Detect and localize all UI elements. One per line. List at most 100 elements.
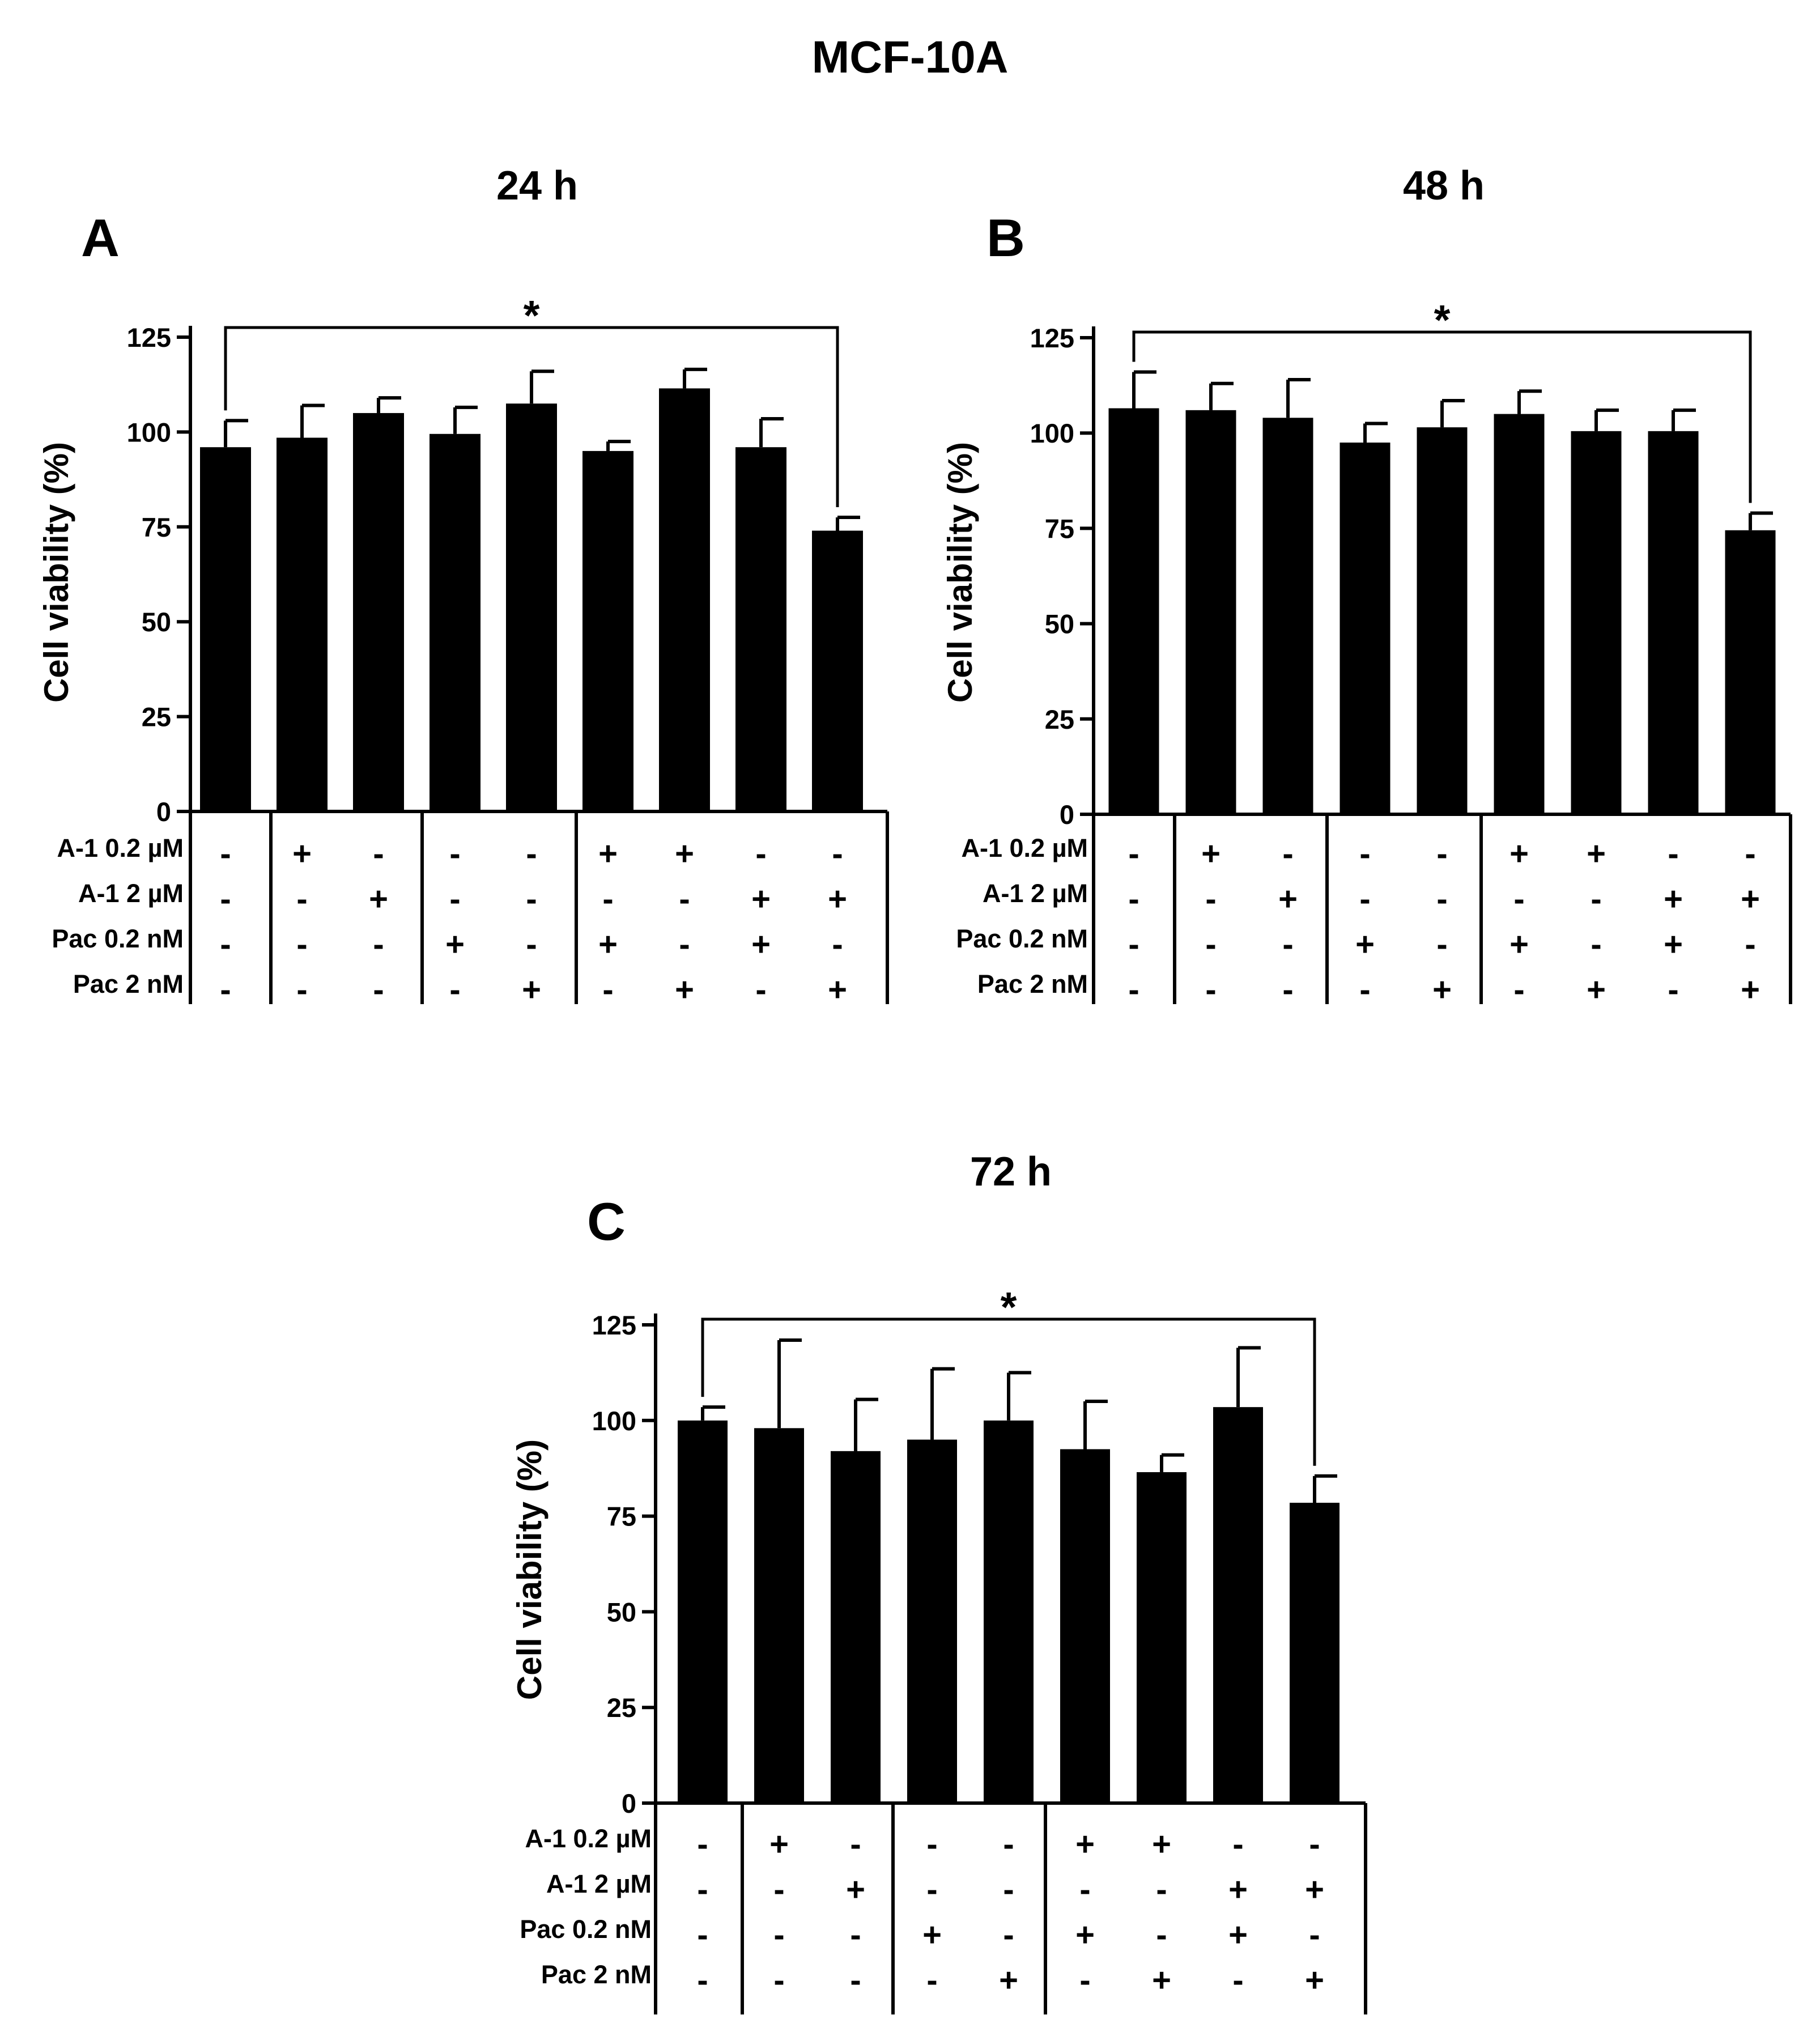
figure-title: MCF-10A [812,32,1009,82]
condition-mark: - [373,926,384,963]
condition-mark: - [926,1871,937,1908]
condition-mark: + [1509,926,1529,963]
bar [1571,431,1622,814]
condition-mark: - [1513,971,1524,1008]
y-tick-label: 125 [1030,323,1074,353]
panel-letter: A [81,208,120,267]
condition-mark: - [1282,835,1293,872]
bar [353,413,404,811]
condition-mark: - [1156,1916,1167,1953]
condition-mark: + [999,1962,1018,1999]
condition-mark: + [1664,881,1683,917]
condition-mark: + [1664,926,1683,963]
condition-mark: - [1079,1962,1090,1999]
condition-mark: - [526,926,537,963]
bar [582,450,633,811]
condition-mark: - [1359,971,1370,1008]
condition-mark: + [1305,1871,1324,1908]
condition-mark: - [926,1826,937,1863]
condition-mark: - [1745,835,1755,872]
condition-mark: + [1228,1916,1248,1953]
bar [831,1451,881,1803]
condition-mark: + [1152,1826,1171,1863]
condition-mark: + [522,971,541,1008]
condition-mark: + [828,971,847,1008]
bar [735,447,786,811]
condition-mark: - [373,971,384,1008]
panel-b-chart: 48 h B Cell viability (%) 0 25 50 75 100 125 * A-1… [941,163,1792,1008]
significance-marker: * [1434,296,1451,343]
condition-mark: - [1003,1916,1014,1953]
condition-mark: - [1282,971,1293,1008]
bar [1494,414,1545,814]
condition-mark: - [1591,881,1601,917]
panel-title: 72 h [970,1149,1052,1195]
condition-mark: + [675,971,694,1008]
bar [984,1420,1034,1803]
condition-mark: + [751,926,771,963]
condition-mark: - [697,1916,708,1953]
condition-mark: - [1205,881,1216,917]
condition-mark: - [296,881,307,917]
y-tick-label: 25 [1045,704,1074,734]
bar [1185,410,1236,814]
condition-mark: - [850,1826,861,1863]
condition-row-label: Pac 0.2 nM [52,924,184,953]
condition-mark: + [846,1871,865,1908]
condition-mark: - [296,926,307,963]
panel-title: 24 h [496,163,578,209]
condition-mark: + [1201,835,1221,872]
significance-bracket [1132,330,1752,503]
condition-mark: - [1436,835,1447,872]
significance-bracket [701,1317,1316,1466]
condition-mark: + [292,835,312,872]
condition-mark: + [1741,881,1760,917]
bar [1290,1502,1340,1803]
y-tick-label: 125 [592,1310,636,1340]
condition-mark: - [373,835,384,872]
condition-mark: + [598,926,618,963]
condition-mark: - [1309,1916,1320,1953]
condition-mark: - [832,835,843,872]
condition-mark: - [449,835,460,872]
condition-mark: - [850,1916,861,1953]
panel-title: 48 h [1403,163,1485,209]
condition-mark: - [1309,1826,1320,1863]
bar [907,1439,957,1803]
condition-mark: + [769,1826,789,1863]
condition-mark: - [449,971,460,1008]
condition-mark: - [526,835,537,872]
condition-mark: + [598,835,618,872]
condition-mark: - [449,881,460,917]
condition-mark: + [1587,971,1606,1008]
condition-mark: - [1359,881,1370,917]
condition-mark: - [697,1871,708,1908]
condition-mark: - [773,1916,784,1953]
y-tick-label: 0 [1060,800,1074,830]
significance-marker: * [1001,1283,1017,1331]
condition-mark: - [1128,881,1139,917]
bar [1213,1407,1263,1803]
condition-row-label: Pac 2 nM [541,1960,652,1989]
condition-mark: - [850,1962,861,1999]
panel-c-chart: 72 h C Cell viability (%) 0 25 50 75 100 125 * A-1… [511,1149,1367,2014]
condition-mark: - [1232,1962,1243,1999]
condition-row-label: A-1 0.2 µM [525,1824,652,1853]
y-tick-label: 0 [156,797,171,827]
condition-mark: - [1436,926,1447,963]
condition-mark: + [1152,1962,1171,1999]
bar [1262,418,1313,814]
bar [1417,427,1468,814]
bar [678,1420,728,1803]
condition-mark: - [697,1826,708,1863]
condition-mark: - [220,971,231,1008]
condition-mark: + [1432,971,1452,1008]
condition-row-label: A-1 2 µM [546,1869,652,1898]
condition-mark: - [1128,926,1139,963]
condition-mark: + [675,835,694,872]
condition-mark: - [1079,1871,1090,1908]
condition-row-label: A-1 2 µM [983,879,1088,908]
y-tick-label: 50 [1045,609,1074,639]
condition-mark: + [1075,1826,1095,1863]
